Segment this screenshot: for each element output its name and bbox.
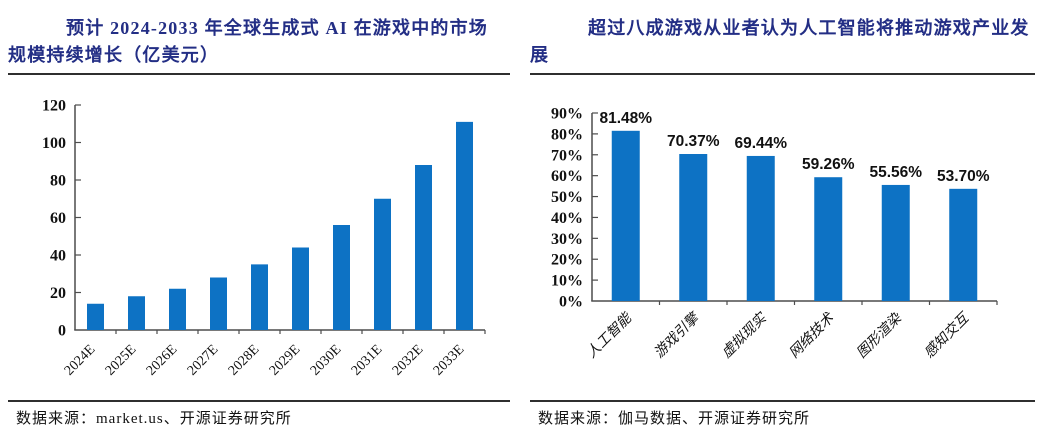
right-chart-panel: 超过八成游戏从业者认为人工智能将推动游戏产业发展 0% 10% 20% 30% 40% 5… <box>530 0 1035 441</box>
bar-value-label: 81.48% <box>599 110 652 127</box>
y-tick-label: 90% <box>551 106 583 123</box>
left-source-note: 数据来源：market.us、开源证券研究所 <box>16 411 292 427</box>
category-label: 2033E <box>431 342 467 378</box>
left-chart-title: 预计 2024-2033 年全球生成式 AI 在游戏中的市场规模持续增长（亿美元… <box>8 18 488 65</box>
bar-value-label: 69.44% <box>734 135 787 152</box>
right-source-note: 数据来源：伽马数据、开源证券研究所 <box>538 411 811 427</box>
category-label: 虚拟现实 <box>719 309 771 361</box>
bar <box>169 288 186 330</box>
category-label: 2031E <box>349 342 385 378</box>
bar <box>746 155 775 301</box>
bar <box>679 154 708 301</box>
right-bar-chart: 0% 10% 20% 30% 40% 50% 60% 70% 80% 90% 81.48% 人工智能 7… <box>551 106 998 361</box>
category-label: 感知交互 <box>921 309 973 361</box>
category-label: 图形渲染 <box>854 309 906 361</box>
bar <box>210 277 227 330</box>
bar <box>251 264 268 330</box>
right-source-rule <box>530 400 1035 402</box>
y-tick-label: 60 <box>50 210 66 227</box>
category-label: 2030E <box>308 342 344 378</box>
left-source-rule <box>8 400 510 402</box>
bar <box>87 303 104 330</box>
left-chart-panel: 预计 2024-2033 年全球生成式 AI 在游戏中的市场规模持续增长（亿美元… <box>8 0 510 441</box>
category-label: 2025E <box>103 342 139 378</box>
y-tick-label: 50% <box>551 189 583 206</box>
y-tick-label: 0% <box>559 294 583 311</box>
y-tick-label: 10% <box>551 273 583 290</box>
bar <box>881 184 910 301</box>
bar <box>814 177 843 301</box>
bar <box>949 188 978 301</box>
y-tick-label: 20 <box>50 285 66 302</box>
category-label: 2027E <box>185 342 221 378</box>
y-tick-label: 20% <box>551 252 583 269</box>
left-bar-chart: 0 20 40 60 80 100 120 2024E 2025E 2026E 2027E 2028E… <box>42 98 486 379</box>
category-label: 2032E <box>390 342 426 378</box>
category-label: 游戏引擎 <box>651 309 703 361</box>
bar <box>292 247 309 330</box>
bar <box>415 165 432 330</box>
bar-value-label: 59.26% <box>802 156 855 173</box>
category-label: 人工智能 <box>584 309 636 361</box>
right-chart-title: 超过八成游戏从业者认为人工智能将推动游戏产业发展 <box>530 18 1030 65</box>
left-title-rule <box>8 73 510 75</box>
bar <box>374 198 391 330</box>
bar <box>333 225 350 330</box>
y-tick-label: 40% <box>551 210 583 227</box>
category-label: 2028E <box>226 342 262 378</box>
bar <box>611 130 640 301</box>
bar <box>128 296 145 330</box>
y-tick-label: 0 <box>58 323 66 340</box>
y-tick-label: 100 <box>42 135 66 152</box>
bar-value-label: 53.70% <box>937 168 990 185</box>
category-label: 2024E <box>62 342 98 378</box>
y-tick-label: 80% <box>551 126 583 143</box>
y-tick-label: 60% <box>551 168 583 185</box>
bar <box>456 121 473 330</box>
y-tick-label: 80 <box>50 173 66 190</box>
y-tick-label: 40 <box>50 248 66 265</box>
y-tick-label: 30% <box>551 231 583 248</box>
right-title-rule <box>530 73 1035 75</box>
bar-value-label: 55.56% <box>869 164 922 181</box>
y-tick-label: 120 <box>42 98 66 115</box>
bar-value-label: 70.37% <box>667 133 720 150</box>
category-label: 2029E <box>267 342 303 378</box>
category-label: 2026E <box>144 342 180 378</box>
y-tick-label: 70% <box>551 147 583 164</box>
category-label: 网络技术 <box>786 309 838 361</box>
